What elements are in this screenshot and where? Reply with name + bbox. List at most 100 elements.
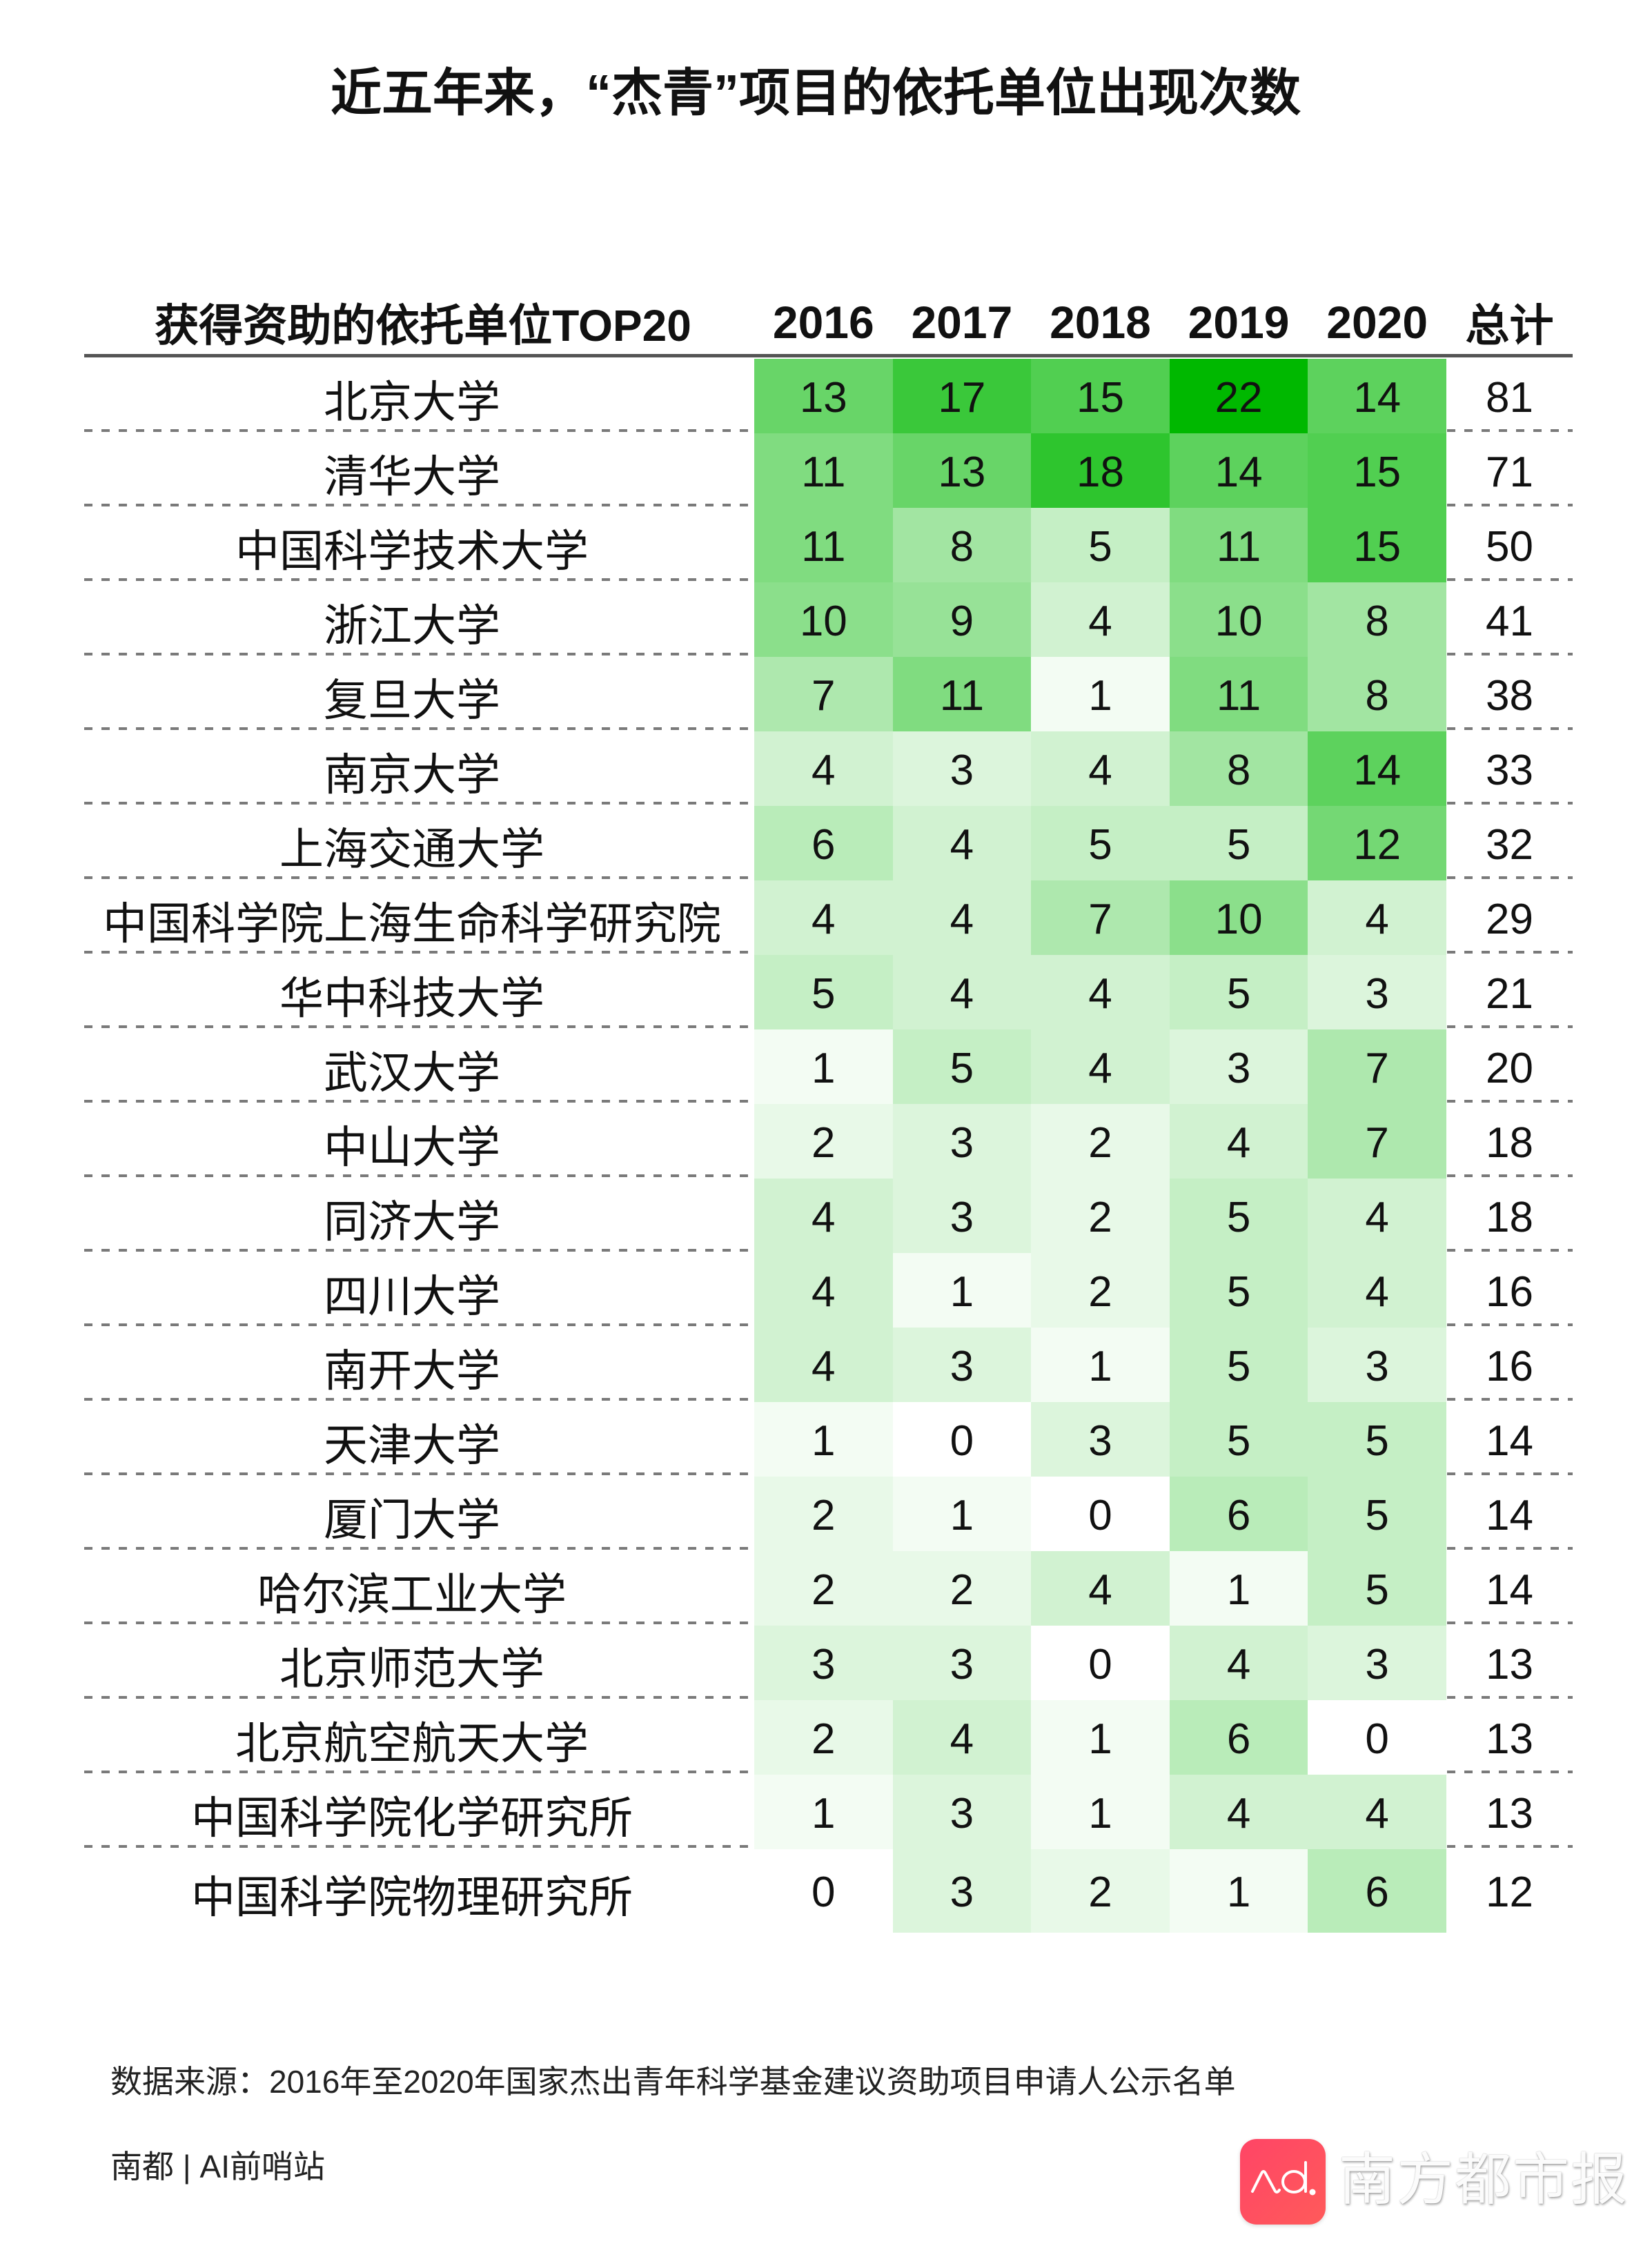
value-2018: 5 [1031,508,1170,582]
value-2016: 11 [754,508,893,582]
total-value: 16 [1485,1342,1533,1390]
value-2016: 0 [754,1849,893,1933]
total-value: 12 [1485,1869,1533,1916]
institution-name: 中国科学院化学研究所 [191,1793,633,1843]
value-2020: 5 [1308,1477,1446,1551]
year-header-2018: 2018 [1050,297,1151,348]
value-2019: 3 [1169,1029,1308,1104]
value-2018: 0 [1031,1626,1170,1700]
value-2016: 2 [754,1477,893,1551]
total-value: 33 [1485,746,1533,794]
value-2017: 8 [892,508,1032,582]
data-source-note: 数据来源：2016年至2020年国家杰出青年科学基金建议资助项目申请人公示名单 [110,2064,1236,2100]
total-value: 13 [1485,1715,1533,1763]
value-2020: 8 [1308,582,1446,657]
value-2019: 4 [1169,1626,1308,1700]
value-2020: 3 [1308,1626,1446,1700]
value-2018: 3 [1031,1402,1170,1477]
header-divider [84,354,1573,357]
institution-name: 华中科技大学 [279,974,544,1023]
value-2019: 5 [1169,1179,1308,1253]
total-value: 14 [1485,1566,1533,1614]
value-2017: 4 [892,1700,1032,1775]
value-2017: 13 [892,433,1032,508]
value-2020: 7 [1308,1029,1446,1104]
row-header-label: 获得资助的依托单位TOP20 [155,301,691,351]
value-2016: 4 [754,1328,893,1402]
value-2016: 3 [754,1626,893,1700]
value-2019: 5 [1169,1402,1308,1477]
table-row: 中国科学院化学研究所 1 3 1 4 4 13 [84,1775,1573,1849]
total-value: 18 [1485,1118,1533,1167]
table-row: 中国科学院上海生命科学研究院 4 4 7 10 4 29 [84,880,1573,955]
value-2016: 4 [754,1253,893,1328]
value-2018: 2 [1031,1179,1170,1253]
institution-name: 同济大学 [324,1197,500,1247]
value-2017: 11 [892,657,1032,731]
table-row: 清华大学 11 13 18 14 15 71 [84,433,1573,508]
value-2019: 5 [1169,806,1308,880]
total-value: 81 [1485,373,1533,422]
value-2018: 4 [1031,1029,1170,1104]
institution-name: 中国科学院上海生命科学研究院 [103,899,721,949]
table-row: 华中科技大学 5 4 4 5 3 21 [84,955,1573,1029]
value-2017: 4 [892,955,1032,1029]
institution-name: 清华大学 [324,452,500,502]
value-2020: 8 [1308,657,1446,731]
value-2018: 4 [1031,1551,1170,1626]
value-2017: 3 [892,1104,1032,1179]
table-row: 北京大学 13 17 15 22 14 81 [84,359,1573,433]
table-row: 南开大学 4 3 1 5 3 16 [84,1328,1573,1402]
value-2016: 4 [754,731,893,806]
institution-name: 哈尔滨工业大学 [257,1570,567,1619]
value-2019: 8 [1169,731,1308,806]
total-value: 29 [1485,895,1533,943]
value-2017: 3 [892,1179,1032,1253]
institution-name: 复旦大学 [324,676,500,725]
value-2019: 11 [1169,508,1308,582]
year-header-2019: 2019 [1188,297,1290,348]
total-value: 41 [1485,597,1533,645]
table-row: 天津大学 1 0 3 5 5 14 [84,1402,1573,1477]
value-2018: 18 [1031,433,1170,508]
value-2020: 15 [1308,433,1446,508]
value-2018: 4 [1031,582,1170,657]
value-2020: 3 [1308,1328,1446,1402]
value-2017: 1 [892,1477,1032,1551]
institution-name: 中国科学技术大学 [235,526,589,576]
total-value: 32 [1485,820,1533,869]
value-2018: 7 [1031,880,1170,955]
table-row: 中山大学 2 3 2 4 7 18 [84,1104,1573,1179]
value-2017: 3 [892,1775,1032,1849]
value-2019: 5 [1169,955,1308,1029]
value-2019: 6 [1169,1477,1308,1551]
total-value: 14 [1485,1491,1533,1539]
value-2020: 6 [1308,1849,1446,1933]
value-2020: 0 [1308,1700,1446,1775]
value-2018: 4 [1031,955,1170,1029]
table-row: 北京师范大学 3 3 0 4 3 13 [84,1626,1573,1700]
value-2016: 1 [754,1775,893,1849]
table-row: 哈尔滨工业大学 2 2 4 1 5 14 [84,1551,1573,1626]
value-2016: 5 [754,955,893,1029]
value-2019: 10 [1169,880,1308,955]
table-row: 复旦大学 7 11 1 11 8 38 [84,657,1573,731]
table-row: 四川大学 4 1 2 5 4 16 [84,1253,1573,1328]
year-header-2020: 2020 [1326,297,1428,348]
value-2016: 1 [754,1029,893,1104]
value-2017: 17 [892,359,1032,433]
table-row: 武汉大学 1 5 4 3 7 20 [84,1029,1573,1104]
table-row: 同济大学 4 3 2 5 4 18 [84,1179,1573,1253]
table-header: 获得资助的依托单位TOP20 2016 2017 2018 2019 2020 … [84,290,1573,355]
value-2019: 1 [1169,1849,1308,1933]
table-row: 浙江大学 10 9 4 10 8 41 [84,582,1573,657]
value-2020: 5 [1308,1551,1446,1626]
table-row: 中国科学技术大学 11 8 5 11 15 50 [84,508,1573,582]
total-value: 13 [1485,1640,1533,1688]
table-row: 中国科学院物理研究所 0 3 2 1 6 12 [84,1849,1573,1933]
value-2019: 6 [1169,1700,1308,1775]
value-2017: 3 [892,1849,1032,1933]
total-value: 38 [1485,671,1533,720]
year-header-2017: 2017 [911,297,1013,348]
institution-name: 厦门大学 [324,1495,500,1545]
